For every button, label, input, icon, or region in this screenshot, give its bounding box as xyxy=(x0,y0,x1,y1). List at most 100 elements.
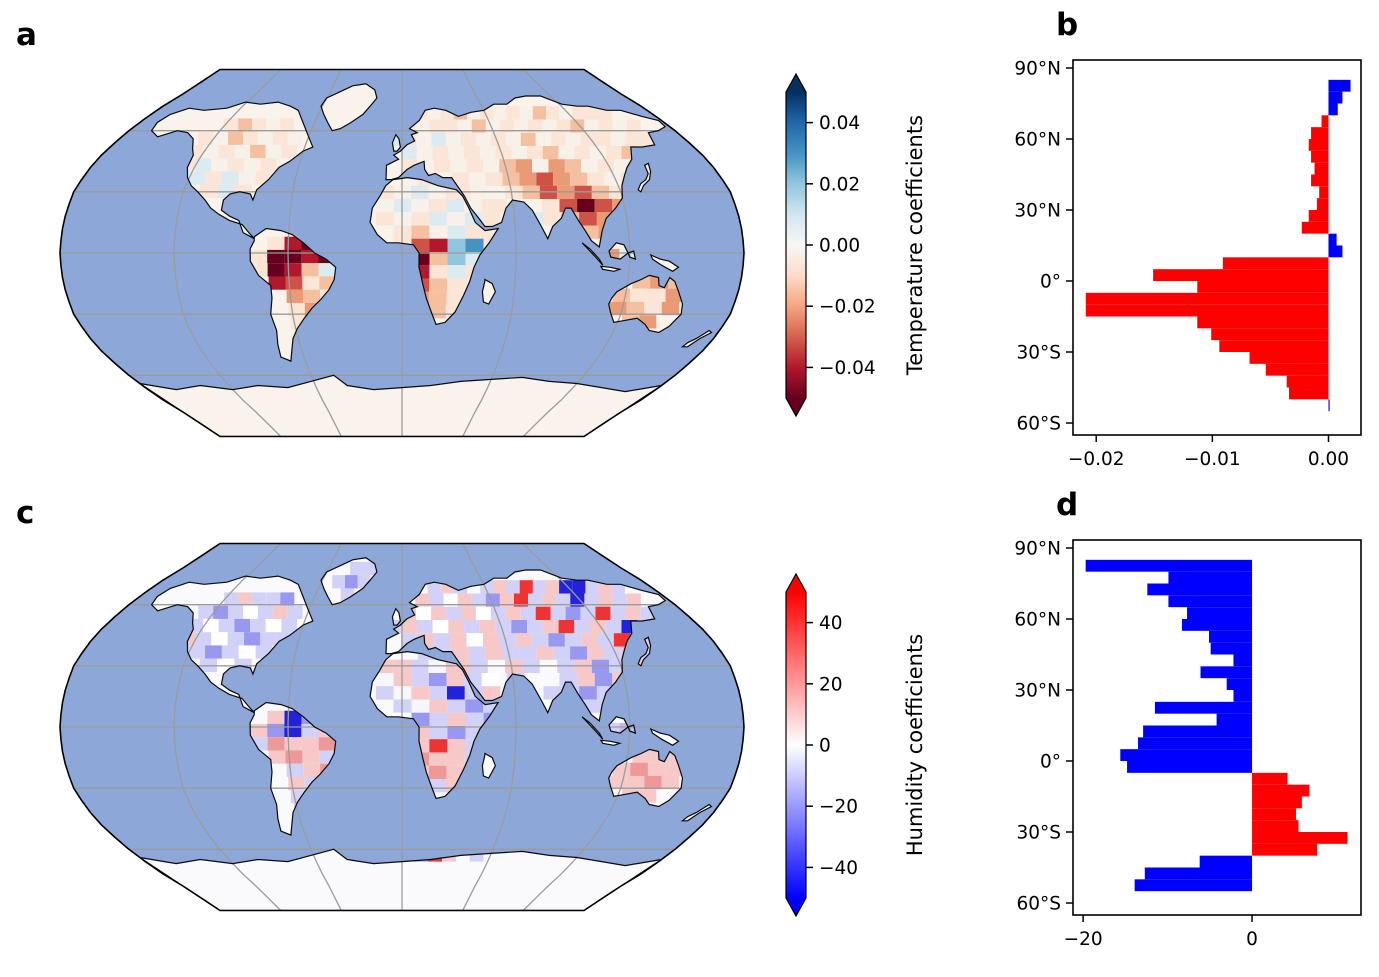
grid-cell xyxy=(429,699,448,713)
grid-cell xyxy=(238,171,256,185)
grid-cell xyxy=(465,699,484,713)
grid-cell xyxy=(265,144,282,159)
grid-cell xyxy=(446,199,465,213)
coastline-south-america xyxy=(249,227,337,362)
coastline-sumatra xyxy=(581,242,604,266)
grid-cell xyxy=(644,775,662,790)
grid-cell xyxy=(429,726,448,740)
coastline-java xyxy=(599,265,622,272)
grid-cell xyxy=(257,605,273,619)
grid-cell xyxy=(267,263,285,277)
meridian-line xyxy=(287,543,342,911)
grid-cell xyxy=(447,686,465,700)
grid-cell xyxy=(581,633,598,647)
bar xyxy=(1210,642,1253,655)
grid-cell xyxy=(661,775,680,790)
grid-cell xyxy=(447,739,466,753)
x-tick-label: 0 xyxy=(1246,929,1258,950)
grid-cell xyxy=(519,106,533,120)
grid-cell xyxy=(644,301,662,316)
colorbar-humidity: 40 20 0 −20 −40 Humidity coefficients xyxy=(785,572,927,918)
grid-cell xyxy=(303,763,321,777)
grid-cell xyxy=(511,146,527,160)
grid-cell xyxy=(626,775,645,790)
grid-cell xyxy=(287,131,303,145)
grid-cell xyxy=(428,765,447,779)
grid-cell xyxy=(506,580,520,594)
histogram-temperature-by-latitude: 90°N 60°N 30°N 0° 30°S 60°S −0.02 −0.01 0.00 xyxy=(1014,59,1362,470)
coastlines xyxy=(139,557,713,911)
grid-cell xyxy=(224,592,239,606)
bar xyxy=(1311,174,1329,187)
coastline-sulawesi xyxy=(627,250,637,261)
grid-cell xyxy=(475,606,491,620)
grid-cell xyxy=(429,225,448,239)
grid-cell xyxy=(238,592,253,606)
grid-cell xyxy=(548,633,565,647)
grid-cell xyxy=(429,278,447,292)
grid-cell xyxy=(461,606,476,620)
grid-cell xyxy=(411,212,430,226)
bar xyxy=(1311,150,1329,163)
landmass-antarctica xyxy=(139,375,662,437)
grid-cell xyxy=(188,171,205,185)
grid-cell xyxy=(433,159,451,173)
grid-cell xyxy=(585,580,599,594)
grid-cell xyxy=(238,118,253,132)
grid-cell xyxy=(535,132,551,146)
bar xyxy=(1252,796,1302,809)
grid-cell xyxy=(609,301,627,316)
grid-cell xyxy=(520,606,536,620)
grid-cell xyxy=(514,593,529,607)
coastline-eurasia xyxy=(385,569,667,722)
bar xyxy=(1187,607,1253,619)
grid-cell xyxy=(580,132,596,146)
colorbar-title: Humidity coefficients xyxy=(903,634,927,856)
grid-cell xyxy=(284,723,302,738)
grid-cell xyxy=(558,146,575,160)
grid-cell xyxy=(428,199,447,213)
grid-cell xyxy=(447,278,465,292)
grid-cell xyxy=(447,752,465,766)
grid-cell xyxy=(553,172,571,186)
bar xyxy=(1153,269,1329,281)
grid-cell xyxy=(301,737,319,751)
grid-cell xyxy=(577,673,595,687)
grid-cell xyxy=(511,620,527,634)
grid-cell xyxy=(447,726,466,740)
grid-cell xyxy=(532,106,546,120)
y-tick-label: 90°N xyxy=(1014,539,1061,560)
grid-cell xyxy=(227,632,244,646)
grid-cell xyxy=(411,686,430,700)
grid-cell xyxy=(446,606,461,620)
grid-cell xyxy=(260,632,277,646)
colorbar-tick-label: 20 xyxy=(819,674,843,695)
grid-cell xyxy=(446,132,461,146)
bar xyxy=(1328,399,1330,412)
bar xyxy=(1233,690,1253,702)
y-tick-label: 0° xyxy=(1040,272,1061,293)
y-tick-label: 90°N xyxy=(1014,59,1061,80)
landmass-java xyxy=(600,266,620,272)
bar xyxy=(1134,879,1253,892)
grid-cell xyxy=(447,252,466,266)
bar xyxy=(1311,127,1329,139)
bar xyxy=(1197,281,1329,293)
grid-cell xyxy=(432,620,449,634)
grid-cell xyxy=(572,580,586,594)
grid-cell xyxy=(284,249,302,264)
grid-cell xyxy=(446,673,465,687)
plot-frame xyxy=(1072,59,1362,436)
grid-cell xyxy=(429,238,448,252)
meridian-line xyxy=(173,69,282,437)
grid-cell xyxy=(603,646,621,660)
x-tick-label: −0.02 xyxy=(1068,449,1125,470)
grid-cell xyxy=(559,199,578,213)
panel-label-a: a xyxy=(16,17,37,53)
grid-cell xyxy=(411,225,430,239)
grid-cell xyxy=(570,593,585,607)
bar xyxy=(1328,233,1337,246)
grid-cell xyxy=(469,853,484,862)
grid-cell xyxy=(203,144,219,159)
